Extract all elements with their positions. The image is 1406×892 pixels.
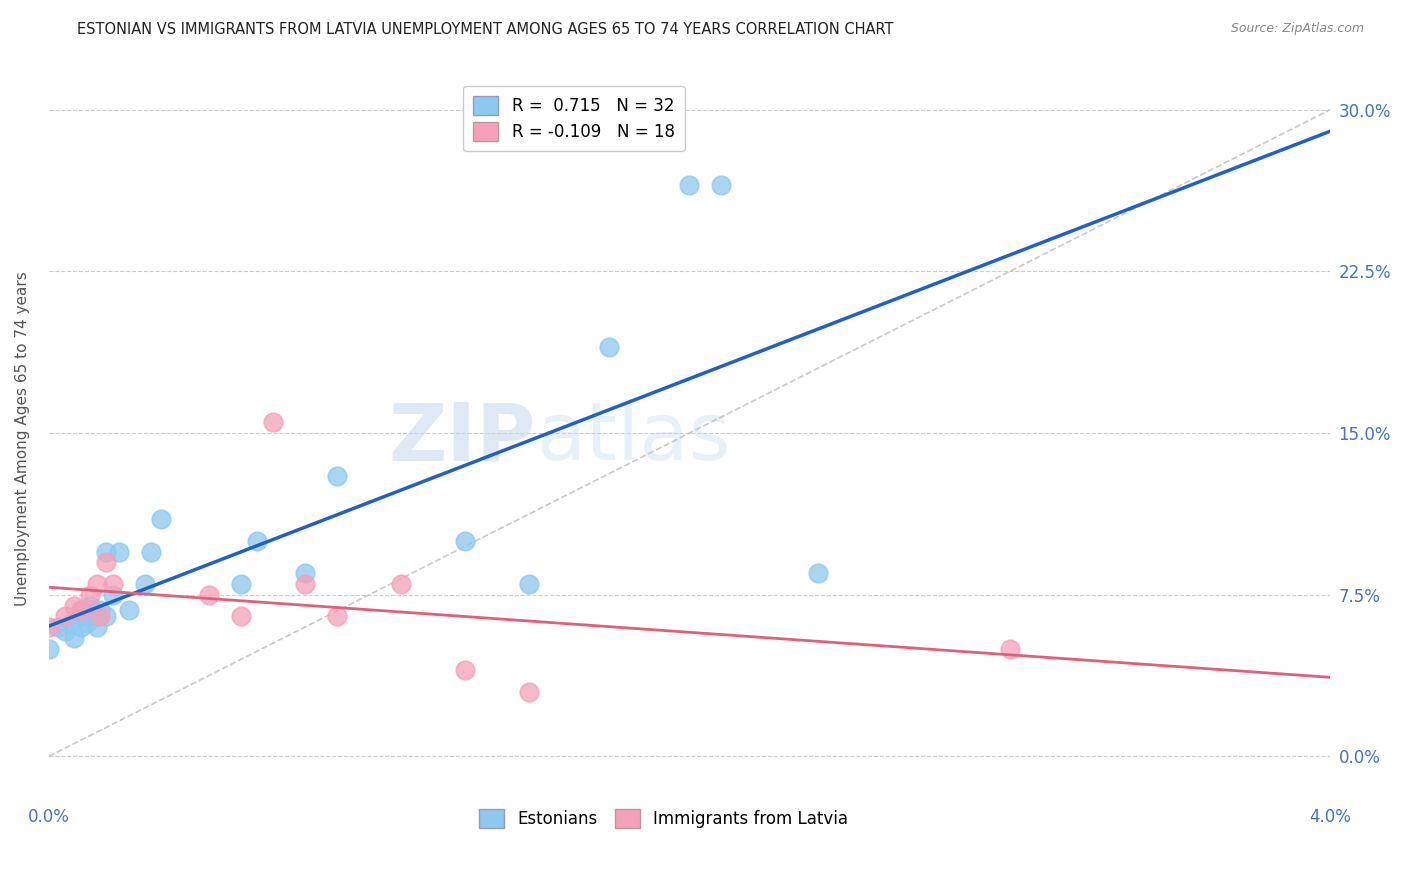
Point [69,603,91,617]
Point [149,512,172,526]
Point [118,603,141,617]
Point [108,544,131,558]
Point [141,544,163,558]
Point [101,588,124,602]
Point [63,631,86,645]
Point [517,685,540,699]
Point [710,178,733,193]
Text: Source: ZipAtlas.com: Source: ZipAtlas.com [1230,22,1364,36]
Point [63,599,86,613]
Point [454,533,477,548]
Point [60,615,83,630]
Point [198,588,221,602]
Point [53,624,76,639]
Point [79,599,101,613]
Point [517,577,540,591]
Point [89,603,111,617]
Point [294,566,316,581]
Point [229,609,252,624]
Point [69,603,91,617]
Point [96,609,118,624]
Point [96,544,118,558]
Point [326,469,349,483]
Point [326,609,349,624]
Point [86,620,108,634]
Point [294,577,316,591]
Y-axis label: Unemployment Among Ages 65 to 74 years: Unemployment Among Ages 65 to 74 years [15,271,30,606]
Point [134,577,156,591]
Point [86,609,108,624]
Text: ESTONIAN VS IMMIGRANTS FROM LATVIA UNEMPLOYMENT AMONG AGES 65 TO 74 YEARS CORREL: ESTONIAN VS IMMIGRANTS FROM LATVIA UNEMP… [77,22,894,37]
Point [229,577,252,591]
Point [998,641,1021,656]
Point [38,641,60,656]
Legend: Estonians, Immigrants from Latvia: Estonians, Immigrants from Latvia [472,802,855,835]
Point [86,577,108,591]
Point [101,577,124,591]
Point [79,609,101,624]
Point [454,663,477,677]
Point [678,178,700,193]
Point [53,609,76,624]
Text: atlas: atlas [536,400,730,477]
Point [38,620,60,634]
Point [389,577,412,591]
Point [806,566,828,581]
Point [246,533,269,548]
Point [76,615,98,630]
Point [48,620,70,634]
Point [69,609,91,624]
Point [69,620,91,634]
Point [262,415,284,429]
Point [598,340,620,354]
Point [89,609,111,624]
Point [79,588,101,602]
Point [96,556,118,570]
Text: ZIP: ZIP [388,400,536,477]
